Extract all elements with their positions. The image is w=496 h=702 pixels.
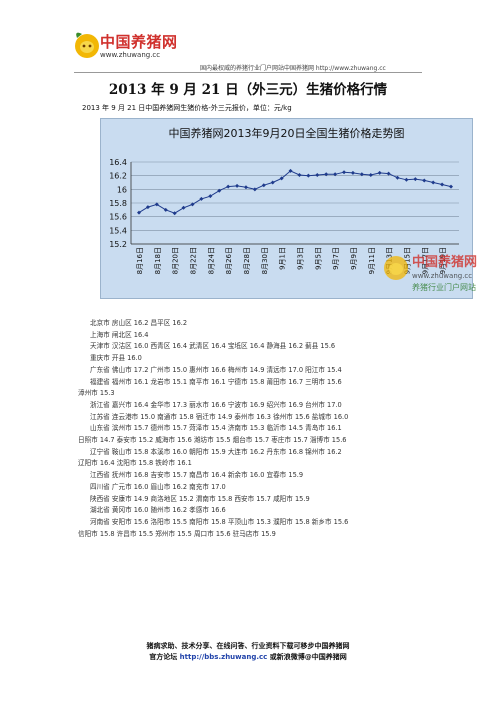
data-point xyxy=(431,180,436,185)
watermark-logo: 中国养猪网 www.zhuwang.cc 养猪行业门户网站 xyxy=(384,254,477,292)
footer-line-1: 猪病求助、技术分享、在线问答、行业资料下载可移步中国养猪网 xyxy=(146,642,350,650)
data-point xyxy=(279,176,284,181)
data-point xyxy=(190,202,195,207)
x-tick-label: 9月1日 xyxy=(279,247,287,270)
x-tick-label: 9月5日 xyxy=(314,247,322,270)
x-tick-label: 8月16日 xyxy=(136,247,144,274)
price-line: 日照市 14.7 泰安市 15.2 威海市 15.6 潍坊市 15.5 烟台市 … xyxy=(78,436,347,445)
data-point xyxy=(449,184,453,189)
page-title: 2013 年 9 月 21 日（外三元）生猪价格行情 xyxy=(108,82,388,98)
price-line: 广东省 佛山市 17.2 广州市 15.0 惠州市 16.6 梅州市 14.9 … xyxy=(90,365,342,374)
watermark-tagline: 养猪行业门户网站 xyxy=(412,282,476,292)
data-point xyxy=(243,185,248,190)
y-tick-label: 16.2 xyxy=(109,172,127,181)
data-point xyxy=(413,177,418,182)
x-tick-label: 8月24日 xyxy=(207,247,215,274)
x-tick-label: 9月15日 xyxy=(403,247,411,274)
x-tick-label: 8月18日 xyxy=(154,247,162,274)
x-tick-label: 8月20日 xyxy=(172,247,180,274)
price-line: 陕西省 安康市 14.9 商洛地区 15.2 渭南市 15.8 西安市 15.7… xyxy=(90,494,310,503)
y-tick-label: 15.2 xyxy=(109,240,127,249)
price-line: 重庆市 开县 16.0 xyxy=(90,354,142,363)
price-line: 浙江省 嘉兴市 16.4 金华市 17.3 丽水市 16.6 宁波市 16.9 … xyxy=(90,400,342,409)
data-point xyxy=(137,210,141,215)
logo-url: www.zhuwang.cc xyxy=(100,51,161,59)
x-tick-label: 8月22日 xyxy=(189,247,197,274)
page-subtitle: 2013 年 9 月 21 日中国养猪网生猪价格-外三元报价，单位：元/kg xyxy=(82,104,292,112)
data-point xyxy=(270,180,275,185)
data-point xyxy=(306,173,311,178)
data-point xyxy=(315,172,320,177)
price-line: 天津市 汉沽区 16.0 西青区 16.4 武清区 16.4 宝坻区 16.4 … xyxy=(90,342,336,351)
data-point xyxy=(324,172,329,177)
header-tagline: 国内最权威的养猪行业门户网站中国养猪网 http://www.zhuwang.c… xyxy=(200,65,386,72)
x-tick-label: 8月28日 xyxy=(243,247,251,274)
data-point xyxy=(342,170,347,175)
price-line: 上海市 闸北区 16.4 xyxy=(90,330,149,339)
price-line: 漳州市 15.3 xyxy=(78,389,115,398)
logo-text: 中国养猪网 xyxy=(100,33,178,51)
price-line: 湖北省 黄冈市 16.0 随州市 16.2 孝感市 16.6 xyxy=(90,506,226,515)
data-point xyxy=(288,168,293,173)
x-tick-label: 9月11日 xyxy=(368,247,376,274)
data-point xyxy=(145,205,150,210)
data-point xyxy=(297,172,302,177)
data-point xyxy=(377,170,382,175)
footer-prefix: 官方论坛 xyxy=(149,653,180,661)
y-tick-label: 15.8 xyxy=(109,199,127,208)
data-point xyxy=(422,178,427,183)
data-point xyxy=(261,183,266,188)
footer-suffix: 或新浪微博@中国养猪网 xyxy=(267,653,347,661)
price-line: 辽宁省 鞍山市 15.8 本溪市 16.0 朝阳市 15.9 大连市 16.2 … xyxy=(90,447,342,456)
y-tick-label: 15.6 xyxy=(109,213,127,222)
price-line: 北京市 房山区 16.2 昌平区 16.2 xyxy=(90,319,188,327)
data-point xyxy=(226,184,231,189)
data-point xyxy=(235,183,240,188)
zhuwang-logo xyxy=(75,32,99,58)
y-tick-label: 16 xyxy=(117,185,127,194)
x-tick-label: 9月17日 xyxy=(421,247,429,274)
data-point xyxy=(163,207,168,212)
x-tick-label: 8月26日 xyxy=(225,247,233,274)
price-line: 河南省 安阳市 15.6 洛阳市 15.5 南阳市 15.8 平顶山市 15.3… xyxy=(90,517,349,526)
price-line: 辽阳市 16.4 沈阳市 15.8 铁岭市 16.1 xyxy=(78,459,192,468)
data-point xyxy=(386,171,391,176)
price-line: 江西省 抚州市 16.8 吉安市 15.7 南昌市 16.4 新余市 16.0 … xyxy=(90,471,304,480)
price-line: 福建省 福州市 16.1 龙岩市 15.1 南平市 16.1 宁德市 15.8 … xyxy=(90,377,342,386)
data-point xyxy=(181,205,186,210)
x-tick-label: 9月7日 xyxy=(332,247,340,270)
data-point xyxy=(172,211,177,216)
price-trend-chart: 中国养猪网2013年9月20日全国生猪价格走势图 15.2 15.4 15.6 15.… xyxy=(100,118,473,299)
y-tick-label: 15.4 xyxy=(109,226,127,235)
y-tick-label: 16.4 xyxy=(109,158,127,167)
data-point xyxy=(350,170,355,175)
x-tick-label: 9月9日 xyxy=(350,247,358,270)
footer-line-2: 官方论坛 http://bbs.zhuwang.cc 或新浪微博@中国养猪网 xyxy=(0,652,496,662)
series-line xyxy=(138,170,452,214)
data-point xyxy=(368,172,373,177)
data-point xyxy=(217,188,222,193)
data-point xyxy=(359,172,364,177)
price-line: 山东省 滨州市 15.7 德州市 15.7 菏泽市 15.4 济南市 15.3 … xyxy=(90,424,342,433)
x-tick-label: 9月3日 xyxy=(296,247,304,270)
chart-title: 中国养猪网2013年9月20日全国生猪价格走势图 xyxy=(168,127,405,140)
data-point xyxy=(208,194,213,199)
watermark-url: www.zhuwang.cc xyxy=(412,272,472,280)
price-line: 信阳市 15.8 许昌市 15.5 郑州市 15.5 周口市 15.6 驻马店市… xyxy=(78,529,276,538)
data-point xyxy=(333,172,338,177)
price-line: 江苏省 连云港市 15.0 南通市 15.8 宿迁市 14.9 泰州市 16.3… xyxy=(90,412,349,421)
watermark-text: 中国养猪网 xyxy=(412,254,477,270)
data-point xyxy=(252,187,257,192)
header-divider xyxy=(74,72,422,73)
forum-link[interactable]: http://bbs.zhuwang.cc xyxy=(179,653,268,661)
data-point xyxy=(440,182,445,187)
data-point xyxy=(404,177,409,182)
regional-price-list: 北京市 房山区 16.2 昌平区 16.2 上海市 闸北区 16.4 天津市 汉沽区… xyxy=(78,318,418,540)
data-point xyxy=(395,175,400,180)
x-tick-label: 9月19日 xyxy=(439,247,447,274)
x-tick-label: 8月30日 xyxy=(261,247,269,274)
data-point xyxy=(199,196,204,201)
data-point xyxy=(154,202,159,207)
price-line: 四川省 广元市 16.0 眉山市 16.2 南充市 17.0 xyxy=(90,482,226,491)
